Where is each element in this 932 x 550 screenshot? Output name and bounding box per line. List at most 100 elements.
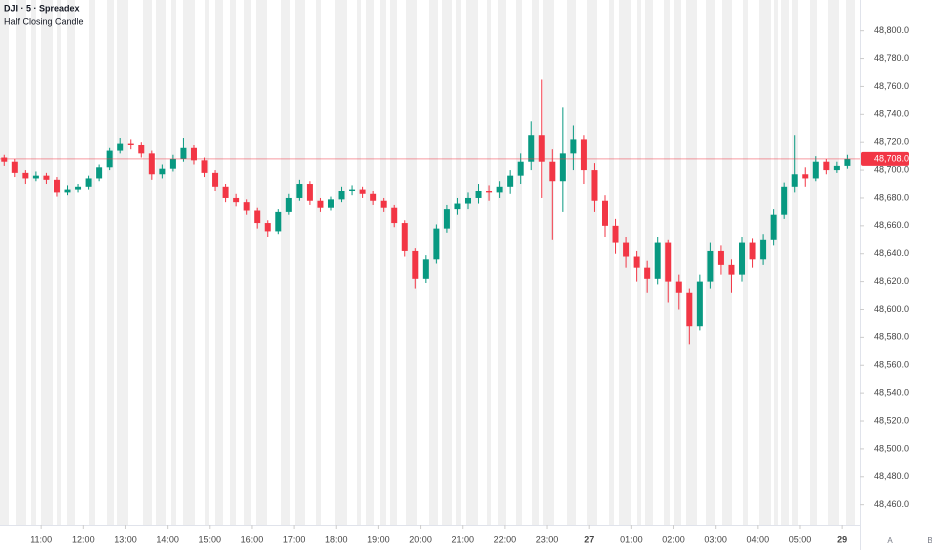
session-shade (281, 0, 290, 525)
candle-body (349, 189, 356, 191)
y-tick-label: 48,700.0 (874, 164, 909, 174)
candle-body (728, 264, 735, 275)
candle-body (802, 174, 809, 179)
candle-body (454, 203, 461, 210)
x-tick-label: 19:00 (367, 534, 390, 544)
y-tick-label: 48,680.0 (874, 192, 909, 202)
candle-body (117, 143, 124, 151)
candle-body (75, 186, 82, 190)
candle-body (707, 250, 714, 282)
y-tick-label: 48,600.0 (874, 304, 909, 314)
x-tick-label: 05:00 (789, 534, 812, 544)
session-shade (466, 0, 478, 525)
session-shade (390, 0, 397, 525)
session-shade (810, 0, 817, 525)
candle-body (623, 242, 630, 257)
scale-button[interactable]: B (927, 536, 932, 545)
x-tick-label: 12:00 (72, 534, 95, 544)
candle-body (464, 197, 471, 204)
y-tick-label: 48,540.0 (874, 388, 909, 398)
candle-body (306, 184, 313, 201)
session-shade (156, 0, 166, 525)
session-shade (366, 0, 374, 525)
candle-body (422, 259, 429, 279)
x-tick-label: 23:00 (536, 534, 559, 544)
x-tick-label: 02:00 (662, 534, 685, 544)
session-shade (456, 0, 461, 525)
candle-body (739, 242, 746, 275)
candle-body (475, 190, 482, 198)
x-tick-label: 17:00 (283, 534, 306, 544)
candle-body (507, 175, 514, 187)
y-tick-label: 48,560.0 (874, 360, 909, 370)
session-shade (722, 0, 732, 525)
candle-body (570, 139, 577, 154)
candle-body (338, 190, 345, 200)
candle-body (327, 199, 334, 208)
candle-body (844, 158, 851, 166)
session-shade (792, 0, 798, 525)
candle-body (602, 200, 609, 226)
candle-body (770, 214, 777, 240)
session-shade (295, 0, 305, 525)
x-tick-label: 13:00 (114, 534, 137, 544)
session-shade (316, 0, 321, 525)
candle-body (127, 143, 134, 145)
session-shade (31, 0, 36, 525)
y-tick-label: 48,520.0 (874, 415, 909, 425)
x-tick-label: 03:00 (704, 534, 727, 544)
candle-body (169, 158, 176, 169)
session-shade (256, 0, 267, 525)
session-shade (171, 0, 176, 525)
y-tick-label: 48,480.0 (874, 471, 909, 481)
candle-body (717, 250, 724, 265)
session-shade (567, 0, 576, 525)
candle-body (148, 153, 155, 175)
session-shade (743, 0, 748, 525)
candle-body (264, 223, 271, 232)
candle-body (32, 175, 39, 179)
candle-body (528, 135, 535, 162)
session-shade (543, 0, 554, 525)
y-tick-label: 48,460.0 (874, 499, 909, 509)
session-shade (143, 0, 152, 525)
x-tick-label: 21:00 (451, 534, 474, 544)
candle-body (517, 161, 524, 176)
session-shade (686, 0, 697, 525)
session-shade (619, 0, 631, 525)
session-shade (406, 0, 417, 525)
candle-body (96, 167, 103, 179)
session-shade (532, 0, 539, 525)
x-tick-label: 27 (584, 534, 594, 544)
x-tick-label: 20:00 (409, 534, 432, 544)
candle-body (412, 250, 419, 279)
candle-body (190, 147, 197, 161)
x-tick-label: 15:00 (199, 534, 222, 544)
candle-body (559, 153, 566, 182)
x-tick-label: 22:00 (494, 534, 517, 544)
session-shade (16, 0, 26, 525)
y-tick-label: 48,760.0 (874, 81, 909, 91)
y-tick-label: 48,800.0 (874, 25, 909, 35)
candle-body (591, 170, 598, 201)
session-shade (117, 0, 128, 525)
candle-body (233, 197, 240, 203)
session-shade (215, 0, 223, 525)
candle-body (359, 189, 366, 194)
candle-body (654, 242, 661, 279)
session-shade (380, 0, 386, 525)
session-shade (67, 0, 75, 525)
candle-body (285, 197, 292, 212)
candle-body (760, 239, 767, 260)
x-tick-label: 29 (837, 534, 847, 544)
x-tick-label: 04:00 (747, 534, 770, 544)
session-shade (89, 0, 95, 525)
x-tick-label: 16:00 (241, 534, 264, 544)
scale-button[interactable]: A (887, 536, 893, 545)
candle-body (549, 161, 556, 182)
session-shade (230, 0, 236, 525)
candle-body (380, 200, 387, 208)
session-shade (587, 0, 597, 525)
candle-body (317, 200, 324, 208)
candle-body (749, 242, 756, 260)
